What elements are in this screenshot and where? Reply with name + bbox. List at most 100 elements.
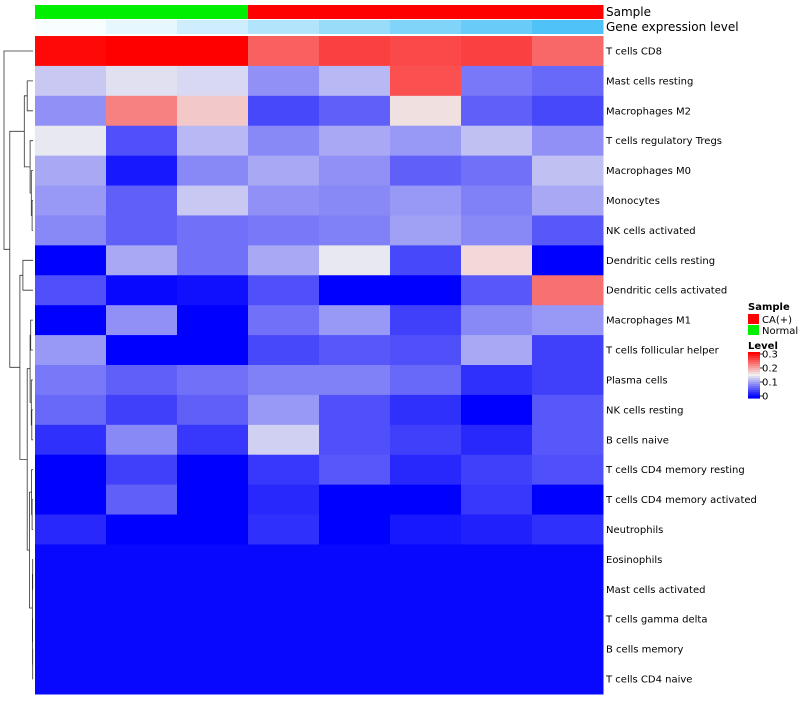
heatmap-cell: [532, 515, 604, 545]
heatmap-cell: [248, 455, 320, 485]
heatmap-cell: [390, 574, 462, 604]
heatmap-cell: [390, 335, 462, 365]
row-label: NK cells activated: [606, 226, 696, 237]
heatmap-cell: [461, 485, 533, 515]
heatmap-cell: [461, 275, 533, 305]
heatmap-cell: [177, 305, 249, 335]
row-label: B cells memory: [606, 645, 683, 656]
heatmap-cell: [461, 335, 533, 365]
row-label: Macrophages M0: [606, 166, 691, 177]
heatmap-cell: [532, 275, 604, 305]
gene-expression-annotation-cell: [106, 20, 178, 34]
heatmap-cell: [319, 245, 391, 275]
heatmap-cell: [461, 215, 533, 245]
heatmap-cell: [35, 96, 107, 126]
heatmap-cell: [177, 36, 249, 66]
heatmap-cell: [248, 634, 320, 664]
heatmap-cell: [319, 156, 391, 186]
heatmap-cell: [106, 156, 178, 186]
heatmap-cell: [532, 66, 604, 96]
heatmap-cell: [177, 66, 249, 96]
heatmap-cell: [35, 215, 107, 245]
heatmap-cell: [35, 425, 107, 455]
gene-expression-annotation-cell: [177, 20, 249, 34]
heatmap-cell: [319, 66, 391, 96]
row-label: T cells gamma delta: [605, 615, 707, 626]
heatmap-cell: [390, 275, 462, 305]
heatmap-cell: [248, 485, 320, 515]
heatmap-cell: [532, 36, 604, 66]
heatmap-cell: [35, 275, 107, 305]
row-label: T cells CD4 naive: [605, 675, 692, 686]
heatmap-cell: [177, 245, 249, 275]
level-legend-tick-label: 0.3: [762, 350, 778, 361]
heatmap-cell: [319, 215, 391, 245]
heatmap-cell: [248, 66, 320, 96]
heatmap-cell: [319, 574, 391, 604]
heatmap-cell: [248, 664, 320, 694]
heatmap-cell: [177, 634, 249, 664]
heatmap-cell: [532, 156, 604, 186]
heatmap-cell: [35, 604, 107, 634]
heatmap-cell: [35, 66, 107, 96]
heatmap-cell: [532, 455, 604, 485]
heatmap-cell: [461, 515, 533, 545]
heatmap-cell: [106, 455, 178, 485]
heatmap-cell: [461, 245, 533, 275]
heatmap-cell: [177, 215, 249, 245]
heatmap-cell: [106, 36, 178, 66]
row-label: Macrophages M2: [606, 106, 691, 117]
heatmap-cell: [461, 455, 533, 485]
heatmap-cell: [106, 126, 178, 156]
heatmap-cell: [248, 156, 320, 186]
heatmap-cell: [35, 126, 107, 156]
heatmap-cell: [461, 126, 533, 156]
heatmap-cell: [390, 156, 462, 186]
row-label: Macrophages M1: [606, 316, 691, 327]
heatmap-cell: [461, 305, 533, 335]
heatmap-cell: [390, 604, 462, 634]
heatmap-cell: [177, 515, 249, 545]
heatmap-cell: [106, 215, 178, 245]
heatmap-cell: [177, 365, 249, 395]
heatmap-cell: [319, 365, 391, 395]
sample-annotation-cell: [177, 5, 249, 19]
heatmap-cell: [248, 395, 320, 425]
heatmap-cell: [390, 485, 462, 515]
heatmap-cell: [177, 186, 249, 216]
heatmap-cell: [106, 395, 178, 425]
heatmap-cell: [177, 126, 249, 156]
heatmap-cell: [319, 305, 391, 335]
heatmap-cell: [461, 604, 533, 634]
dendrogram-branch: [32, 410, 33, 440]
heatmap-cell: [248, 36, 320, 66]
dendrogram-branch: [20, 275, 27, 459]
heatmap-cell: [532, 305, 604, 335]
heatmap-cell: [390, 245, 462, 275]
heatmap-cell: [319, 664, 391, 694]
dendrogram-branch: [27, 81, 33, 111]
gene-expression-annotation-cell: [248, 20, 320, 34]
heatmap-cell: [35, 544, 107, 574]
heatmap-cell: [106, 96, 178, 126]
heatmap-cell: [248, 544, 320, 574]
heatmap-cell: [390, 395, 462, 425]
heatmap-cell: [390, 455, 462, 485]
heatmap-cell: [106, 245, 178, 275]
row-label: Neutrophils: [606, 525, 663, 536]
dendrogram-branch: [10, 131, 24, 367]
heatmap-cell: [35, 36, 107, 66]
heatmap-cell: [177, 425, 249, 455]
heatmap-cell: [532, 245, 604, 275]
heatmap-cell: [319, 395, 391, 425]
heatmap-cell: [35, 485, 107, 515]
heatmap-cell: [532, 365, 604, 395]
heatmap-cell: [390, 634, 462, 664]
heatmap-cell: [248, 275, 320, 305]
heatmap-cell: [248, 96, 320, 126]
heatmap-cell: [390, 544, 462, 574]
sample-legend-label: CA(+): [762, 315, 792, 326]
heatmap-cell: [319, 604, 391, 634]
